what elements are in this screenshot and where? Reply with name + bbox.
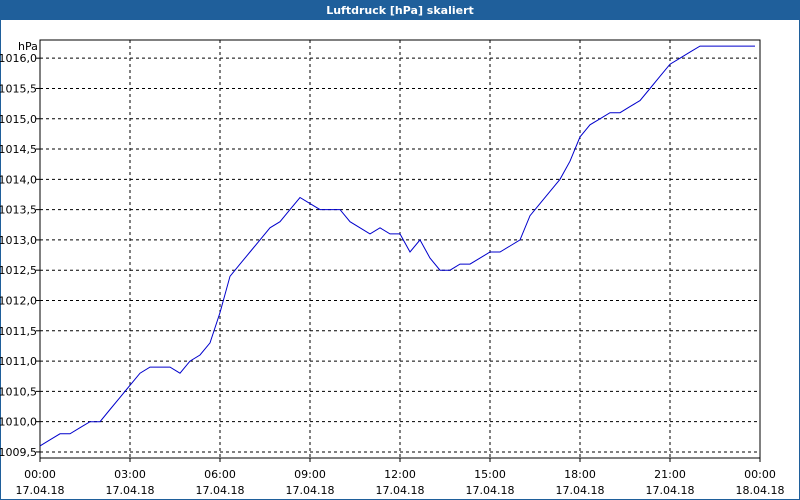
y-tick-label: 1014,5	[0, 143, 37, 156]
y-tick-label: 1016,0	[0, 52, 37, 65]
grid-lines	[40, 40, 760, 458]
x-tick-date-label: 17.04.18	[466, 484, 515, 497]
x-tick-date-label: 17.04.18	[556, 484, 605, 497]
x-tick-date-label: 17.04.18	[376, 484, 425, 497]
y-tick-label: 1015,5	[0, 82, 37, 95]
x-tick-date-label: 17.04.18	[286, 484, 335, 497]
x-tick-time-label: 09:00	[294, 468, 326, 481]
y-tick-label: 1009,5	[0, 446, 37, 459]
y-tick-label: 1013,0	[0, 234, 37, 247]
y-tick-label: 1012,0	[0, 294, 37, 307]
y-tick-label: 1010,5	[0, 385, 37, 398]
window-title: Luftdruck [hPa] skaliert	[1, 1, 799, 20]
y-tick-label: 1015,0	[0, 113, 37, 126]
x-tick-time-label: 12:00	[384, 468, 416, 481]
series-line	[39, 45, 755, 447]
y-tick-label: 1010,0	[0, 416, 37, 429]
x-tick-time-label: 03:00	[114, 468, 146, 481]
y-tick-label: 1011,0	[0, 355, 37, 368]
x-tick-date-label: 17.04.18	[196, 484, 245, 497]
x-tick-time-label: 21:00	[654, 468, 686, 481]
x-tick-time-label: 00:00	[744, 468, 776, 481]
x-axis-ticks: 00:00 17.04.18 03:00 17.04.18 06:00 17.04.18 0…	[16, 458, 785, 497]
y-tick-label: 1012,5	[0, 264, 37, 277]
x-tick-time-label: 15:00	[474, 468, 506, 481]
x-tick-date-label: 17.04.18	[16, 484, 65, 497]
x-tick-time-label: 00:00	[24, 468, 56, 481]
y-tick-label: 1011,5	[0, 325, 37, 338]
x-tick-date-label: 17.04.18	[646, 484, 695, 497]
y-tick-label: 1014,0	[0, 173, 37, 186]
x-tick-time-label: 06:00	[204, 468, 236, 481]
x-tick-date-label: 17.04.18	[106, 484, 155, 497]
y-tick-label: 1013,5	[0, 204, 37, 217]
x-tick-date-label: 18.04.18	[736, 484, 785, 497]
y-axis-label: hPa	[18, 40, 38, 53]
y-axis-ticks: 1009,5 1010,0 1010,5 1011,0 1011,5 1012,0 1012…	[0, 52, 40, 459]
x-tick-time-label: 18:00	[564, 468, 596, 481]
